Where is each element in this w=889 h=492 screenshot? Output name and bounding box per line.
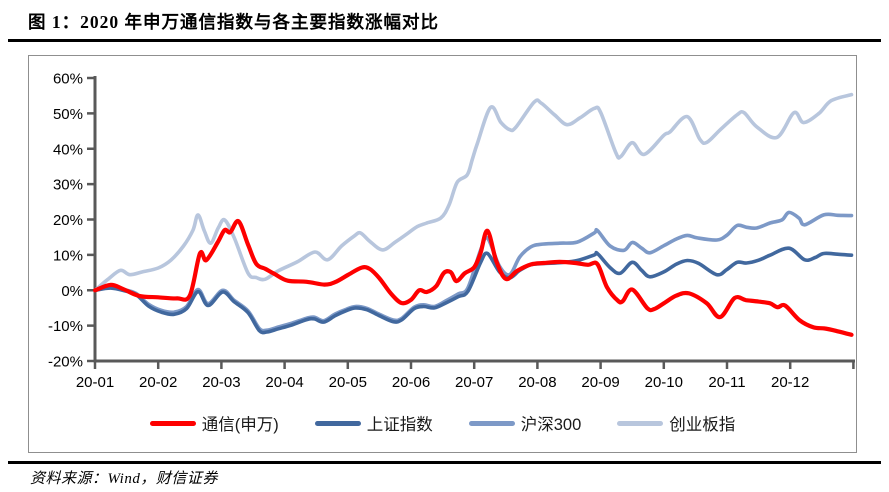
legend: 通信(申万) 上证指数 沪深300 创业板指 [29,410,856,436]
y-tick-label: -20% [48,354,83,371]
x-tick-label: 20-12 [771,374,809,391]
series-line-tongxin-shenwan [92,219,854,337]
legend-swatch-chuangyeban [617,420,664,426]
legend-item-shangzheng: 上证指数 [314,411,433,435]
chart-canvas: 60% 50% 40% 30% 20% 10% 0% -10% -20% 20-01 20-02 20… [48,71,855,391]
y-tick-label: 30% [53,177,83,194]
x-tick-label: 20-09 [581,374,619,391]
legend-label-shangzheng: 上证指数 [366,416,433,434]
series-line-hushen300 [93,210,854,333]
y-tick-label: 60% [53,71,83,88]
chart-panel: 60% 50% 40% 30% 20% 10% 0% -10% -20% 20-01 20-02 20… [28,55,857,453]
y-tick-label: 20% [53,212,83,229]
legend-item-tongxin-shenwan: 通信(申万) [149,411,279,435]
figure-title: 图 1：2020 年申万通信指数与各主要指数涨幅对比 [28,12,439,32]
x-tick-label: 20-10 [645,374,683,391]
x-tick-label: 20-04 [265,374,303,391]
x-tick-label: 20-08 [518,374,556,391]
series-line-chuangyeban [93,92,854,293]
legend-swatch-hushen300 [468,420,515,426]
x-tick-label: 20-07 [455,374,493,391]
x-tick-label: 20-05 [329,374,367,391]
x-tick-label: 20-02 [139,374,177,391]
figure-source: 资料来源：Wind，财信证券 [30,471,218,487]
legend-label-chuangyeban: 创业板指 [669,416,736,434]
legend-label-tongxin-shenwan: 通信(申万) [201,416,279,434]
legend-item-hushen300: 沪深300 [468,411,582,435]
footer-rule [8,461,881,464]
legend-swatch-shangzheng [314,420,361,426]
x-tick-label: 20-01 [76,374,114,391]
legend-item-chuangyeban: 创业板指 [617,411,735,435]
y-tick-label: -10% [48,318,83,335]
x-tick-label: 20-11 [708,374,745,391]
series-line-shangzheng [93,246,854,335]
title-underline [8,39,881,42]
x-tick-label: 20-03 [202,374,240,391]
legend-swatch-tongxin-shenwan [149,420,196,426]
legend-label-hushen300: 沪深300 [520,416,582,434]
y-tick-label: 0% [61,283,83,300]
x-tick-label: 20-06 [392,374,430,391]
y-tick-label: 40% [53,141,83,158]
y-tick-label: 10% [53,247,83,264]
y-tick-label: 50% [53,106,83,123]
